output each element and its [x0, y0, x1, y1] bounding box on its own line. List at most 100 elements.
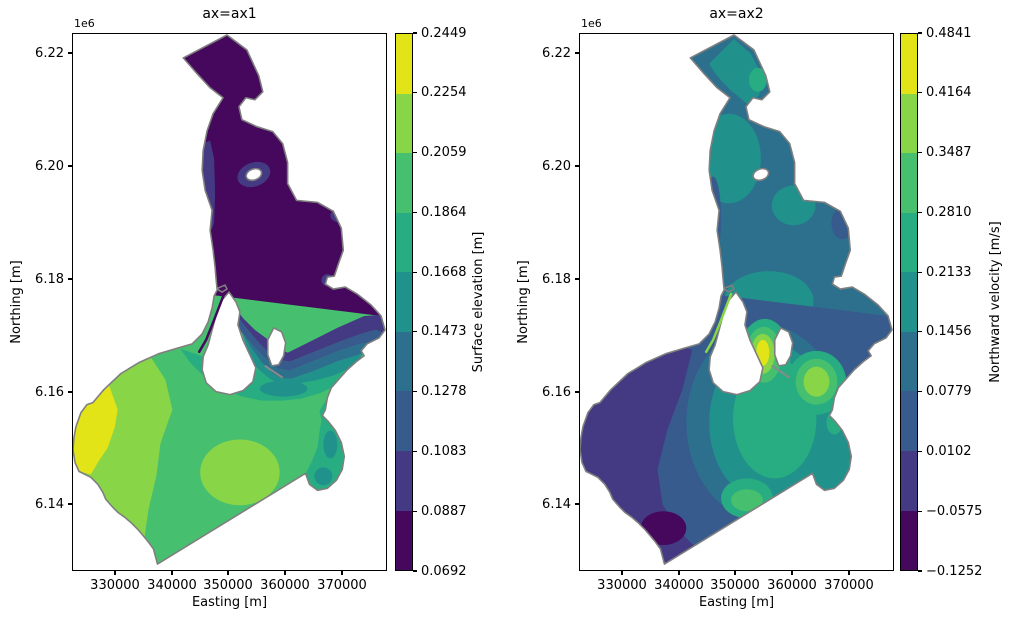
colorbar-tick-mark [918, 570, 922, 572]
x-tick-mark [848, 571, 850, 575]
colorbar-tick-label: 0.2449 [421, 25, 467, 41]
x-tick-label: 360000 [767, 578, 817, 593]
colorbar-segment [396, 153, 412, 213]
x-tick-mark [227, 571, 229, 575]
island-ven [245, 167, 263, 182]
colorbar-tick-label: 0.1083 [421, 443, 467, 459]
x-tick-mark [114, 571, 116, 575]
colorbar-tick-mark [413, 331, 417, 333]
colorbar-tick-label: 0.0887 [421, 503, 467, 519]
colorbar-tick-label: −0.1252 [926, 563, 983, 579]
colorbar-segment [901, 93, 917, 154]
colorbar-tick-mark [918, 151, 922, 154]
coastline [73, 34, 386, 565]
y-tick-label: 6.16 [35, 384, 64, 400]
colorbar-tick-label: 0.2810 [926, 204, 972, 220]
colorbar-tick-mark [918, 271, 922, 273]
colorbar-tick-label: −0.0575 [926, 503, 983, 519]
plot-area-ax2 [579, 33, 894, 571]
colorbar-segment [396, 93, 412, 154]
colorbar-tick-label: 0.2254 [421, 85, 467, 101]
colorbar-tick-label: 0.0692 [421, 563, 467, 579]
colorbar-tick-label: 0.0102 [926, 443, 972, 459]
colorbar-segment [901, 331, 917, 392]
plot-title-ax1: ax=ax1 [202, 6, 257, 22]
x-tick-mark [284, 571, 286, 575]
colorbar-tick-label: 0.4164 [926, 85, 972, 101]
bridge-line [771, 364, 791, 379]
colorbar-tick-mark [918, 92, 922, 94]
colorbar-tick-mark [413, 510, 417, 512]
contour-map-ax1 [73, 34, 386, 565]
x-tick-label: 370000 [824, 578, 874, 593]
x-tick-mark [791, 571, 793, 575]
y-offset-text-ax2: 1e6 [581, 17, 602, 30]
colorbar-segment [901, 391, 917, 451]
x-tick-mark [171, 571, 173, 575]
y-tick-label: 6.14 [35, 496, 64, 512]
island [266, 327, 287, 367]
y-tick-label: 6.18 [35, 271, 64, 287]
colorbar-tick-label: 0.1456 [926, 324, 972, 340]
colorbar-tick-label: 0.3487 [926, 145, 972, 161]
colorbar-tick-label: 0.2059 [421, 145, 467, 161]
colorbar-label-ax1: Surface elevation [m] [471, 231, 486, 373]
colorbar-tick-label: 0.4841 [926, 25, 972, 41]
bridge-line [264, 364, 284, 379]
colorbar-tick-mark [413, 92, 417, 94]
harbor-channel [197, 292, 226, 354]
colorbar-segment [901, 153, 917, 213]
x-tick-label: 330000 [90, 578, 140, 593]
colorbar-segment [901, 272, 917, 332]
y-tick-label: 6.18 [542, 271, 571, 287]
colorbar-tick-label: 0.2133 [926, 264, 972, 280]
xlabel-ax1: Easting [m] [191, 595, 268, 610]
y-tick-mark [575, 52, 579, 54]
colorbar-tick-mark [413, 32, 417, 34]
colorbar-tick-mark [918, 510, 922, 512]
x-tick-mark [621, 571, 623, 575]
colorbar-segment [901, 34, 917, 94]
x-tick-label: 360000 [260, 578, 310, 593]
plot-title-ax2: ax=ax2 [709, 6, 764, 22]
colorbar-ax2 [900, 33, 918, 571]
colorbar-tick-mark [918, 391, 922, 393]
colorbar-tick-mark [413, 391, 417, 393]
colorbar-segment [396, 212, 412, 273]
colorbar-tick-mark [413, 570, 417, 572]
ylabel-ax1: Northing [m] [9, 260, 24, 344]
y-tick-mark [68, 391, 72, 393]
colorbar-segment [396, 331, 412, 392]
colorbar-segment [396, 272, 412, 332]
colorbar-tick-mark [918, 32, 922, 34]
y-tick-label: 6.20 [542, 158, 571, 174]
colorbar-tick-mark [413, 211, 417, 213]
colorbar-segment [396, 450, 412, 511]
colorbar-tick-mark [413, 151, 417, 154]
y-tick-mark [68, 503, 72, 505]
colorbar-tick-label: 0.1278 [421, 384, 467, 400]
contour-map-ax2 [580, 34, 893, 565]
colorbar-tick-label: 0.1864 [421, 204, 467, 220]
island-ven [752, 167, 770, 182]
colorbar-segment [396, 510, 412, 571]
colorbar-tick-mark [918, 331, 922, 333]
colorbar-tick-mark [918, 450, 922, 453]
colorbar-label-ax2: Northward velocity [m/s] [988, 221, 1003, 383]
x-tick-mark [341, 571, 343, 575]
y-tick-mark [575, 391, 579, 393]
y-tick-mark [575, 165, 579, 167]
y-tick-mark [68, 165, 72, 167]
harbor-channel [704, 292, 733, 354]
x-tick-label: 340000 [654, 578, 704, 593]
x-tick-mark [678, 571, 680, 575]
x-tick-label: 370000 [317, 578, 367, 593]
colorbar-ax1 [395, 33, 413, 571]
colorbar-segment [901, 510, 917, 571]
island [773, 327, 794, 367]
y-tick-mark [68, 278, 72, 280]
y-tick-label: 6.22 [542, 45, 571, 61]
colorbar-tick-label: 0.1668 [421, 264, 467, 280]
colorbar-tick-label: 0.0779 [926, 384, 972, 400]
